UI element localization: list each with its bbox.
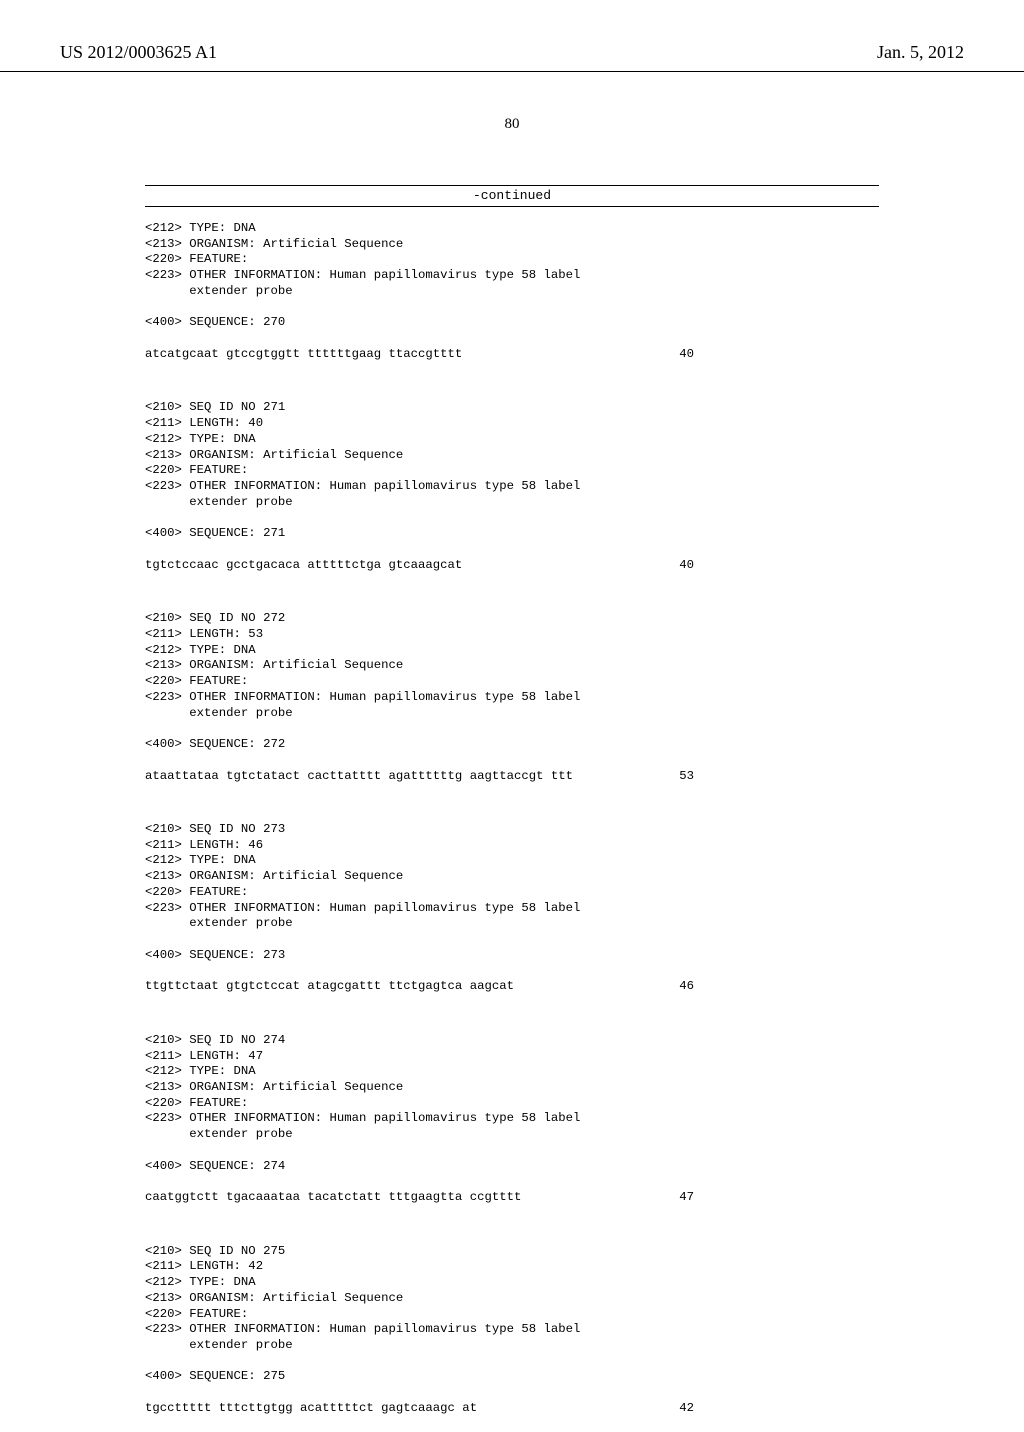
sequence-meta-line: <220> FEATURE: — [145, 885, 879, 901]
sequence-block: <210> SEQ ID NO 275<211> LENGTH: 42<212>… — [145, 1244, 879, 1432]
sequence-meta-line: <400> SEQUENCE: 275 — [145, 1369, 879, 1385]
sequence-data-line: caatggtctt tgacaaataa tacatctatt tttgaag… — [145, 1190, 879, 1206]
sequence-meta-line: <211> LENGTH: 46 — [145, 838, 879, 854]
sequence-meta-line: <213> ORGANISM: Artificial Sequence — [145, 237, 879, 253]
sequence-meta-line: <212> TYPE: DNA — [145, 221, 879, 237]
sequence-data-line: ttgttctaat gtgtctccat atagcgattt ttctgag… — [145, 979, 879, 995]
sequence-length: 53 — [679, 769, 879, 785]
sequence-text: ataattataa tgtctatact cacttatttt agatttt… — [145, 769, 573, 785]
sequence-meta-line: extender probe — [145, 495, 879, 511]
sequence-data-line: atcatgcaat gtccgtggtt ttttttgaag ttaccgt… — [145, 347, 879, 363]
divider-top — [145, 185, 879, 186]
publication-id: US 2012/0003625 A1 — [60, 42, 217, 63]
sequence-text: ttgttctaat gtgtctccat atagcgattt ttctgag… — [145, 979, 514, 995]
blank-line — [145, 1417, 879, 1432]
sequence-meta-line: <212> TYPE: DNA — [145, 643, 879, 659]
blank-line — [145, 363, 879, 379]
sequence-meta-line — [145, 510, 879, 526]
sequence-block: <212> TYPE: DNA<213> ORGANISM: Artificia… — [145, 221, 879, 378]
sequence-meta-line — [145, 1354, 879, 1370]
sequence-meta-line: <223> OTHER INFORMATION: Human papilloma… — [145, 1322, 879, 1338]
sequence-meta-line: <400> SEQUENCE: 272 — [145, 737, 879, 753]
sequence-text: caatggtctt tgacaaataa tacatctatt tttgaag… — [145, 1190, 521, 1206]
sequence-meta-line: <400> SEQUENCE: 274 — [145, 1159, 879, 1175]
sequence-listing: <212> TYPE: DNA<213> ORGANISM: Artificia… — [0, 221, 1024, 1432]
sequence-meta-line: <210> SEQ ID NO 273 — [145, 822, 879, 838]
sequence-meta-line: <220> FEATURE: — [145, 1096, 879, 1112]
page-header: US 2012/0003625 A1 Jan. 5, 2012 — [0, 0, 1024, 72]
sequence-meta-line: extender probe — [145, 916, 879, 932]
sequence-meta-line: <223> OTHER INFORMATION: Human papilloma… — [145, 901, 879, 917]
blank-line — [145, 573, 879, 589]
sequence-length: 40 — [679, 558, 879, 574]
sequence-text: tgccttttt tttcttgtgg acatttttct gagtcaaa… — [145, 1401, 477, 1417]
sequence-meta-line: <213> ORGANISM: Artificial Sequence — [145, 658, 879, 674]
blank-line — [145, 995, 879, 1011]
publication-date: Jan. 5, 2012 — [877, 42, 964, 63]
sequence-meta-line — [145, 932, 879, 948]
sequence-block: <210> SEQ ID NO 274<211> LENGTH: 47<212>… — [145, 1033, 879, 1222]
divider-mid — [145, 206, 879, 207]
sequence-meta-line: <400> SEQUENCE: 271 — [145, 526, 879, 542]
sequence-meta-line: <400> SEQUENCE: 273 — [145, 948, 879, 964]
sequence-meta-line: <223> OTHER INFORMATION: Human papilloma… — [145, 479, 879, 495]
blank-line — [145, 964, 879, 980]
sequence-meta-line: extender probe — [145, 1127, 879, 1143]
sequence-meta-line — [145, 1143, 879, 1159]
sequence-meta-line: <213> ORGANISM: Artificial Sequence — [145, 1291, 879, 1307]
sequence-meta-line: <211> LENGTH: 47 — [145, 1049, 879, 1065]
blank-line — [145, 542, 879, 558]
sequence-meta-line: <210> SEQ ID NO 275 — [145, 1244, 879, 1260]
sequence-meta-line: <212> TYPE: DNA — [145, 853, 879, 869]
sequence-meta-line: <210> SEQ ID NO 274 — [145, 1033, 879, 1049]
sequence-block: <210> SEQ ID NO 273<211> LENGTH: 46<212>… — [145, 822, 879, 1011]
blank-line — [145, 784, 879, 800]
sequence-data-line: tgtctccaac gcctgacaca atttttctga gtcaaag… — [145, 558, 879, 574]
sequence-meta-line: <212> TYPE: DNA — [145, 432, 879, 448]
sequence-meta-line: <223> OTHER INFORMATION: Human papilloma… — [145, 1111, 879, 1127]
sequence-block: <210> SEQ ID NO 271<211> LENGTH: 40<212>… — [145, 400, 879, 589]
blank-line — [145, 1174, 879, 1190]
blank-line — [145, 1385, 879, 1401]
sequence-meta-line: extender probe — [145, 1338, 879, 1354]
sequence-length: 40 — [679, 347, 879, 363]
sequence-meta-line: extender probe — [145, 706, 879, 722]
sequence-meta-line: <211> LENGTH: 53 — [145, 627, 879, 643]
sequence-meta-line: <400> SEQUENCE: 270 — [145, 315, 879, 331]
sequence-meta-line: <220> FEATURE: — [145, 252, 879, 268]
sequence-meta-line: <220> FEATURE: — [145, 463, 879, 479]
sequence-meta-line: <213> ORGANISM: Artificial Sequence — [145, 869, 879, 885]
blank-line — [145, 1206, 879, 1222]
sequence-length: 46 — [679, 979, 879, 995]
sequence-meta-line: <211> LENGTH: 40 — [145, 416, 879, 432]
sequence-meta-line: <213> ORGANISM: Artificial Sequence — [145, 448, 879, 464]
sequence-meta-line: <210> SEQ ID NO 272 — [145, 611, 879, 627]
sequence-text: tgtctccaac gcctgacaca atttttctga gtcaaag… — [145, 558, 462, 574]
sequence-length: 47 — [679, 1190, 879, 1206]
sequence-text: atcatgcaat gtccgtggtt ttttttgaag ttaccgt… — [145, 347, 462, 363]
sequence-length: 42 — [679, 1401, 879, 1417]
sequence-data-line: ataattataa tgtctatact cacttatttt agatttt… — [145, 769, 879, 785]
page-number: 80 — [0, 116, 1024, 133]
sequence-meta-line: <220> FEATURE: — [145, 674, 879, 690]
sequence-meta-line: <212> TYPE: DNA — [145, 1064, 879, 1080]
sequence-meta-line: <223> OTHER INFORMATION: Human papilloma… — [145, 268, 879, 284]
continued-label: -continued — [145, 188, 879, 206]
sequence-meta-line: <210> SEQ ID NO 271 — [145, 400, 879, 416]
sequence-meta-line: <211> LENGTH: 42 — [145, 1259, 879, 1275]
blank-line — [145, 331, 879, 347]
sequence-meta-line: <212> TYPE: DNA — [145, 1275, 879, 1291]
sequence-meta-line — [145, 721, 879, 737]
sequence-data-line: tgccttttt tttcttgtgg acatttttct gagtcaaa… — [145, 1401, 879, 1417]
sequence-meta-line: <213> ORGANISM: Artificial Sequence — [145, 1080, 879, 1096]
sequence-meta-line: extender probe — [145, 284, 879, 300]
sequence-meta-line: <223> OTHER INFORMATION: Human papilloma… — [145, 690, 879, 706]
sequence-block: <210> SEQ ID NO 272<211> LENGTH: 53<212>… — [145, 611, 879, 800]
sequence-meta-line — [145, 300, 879, 316]
blank-line — [145, 753, 879, 769]
